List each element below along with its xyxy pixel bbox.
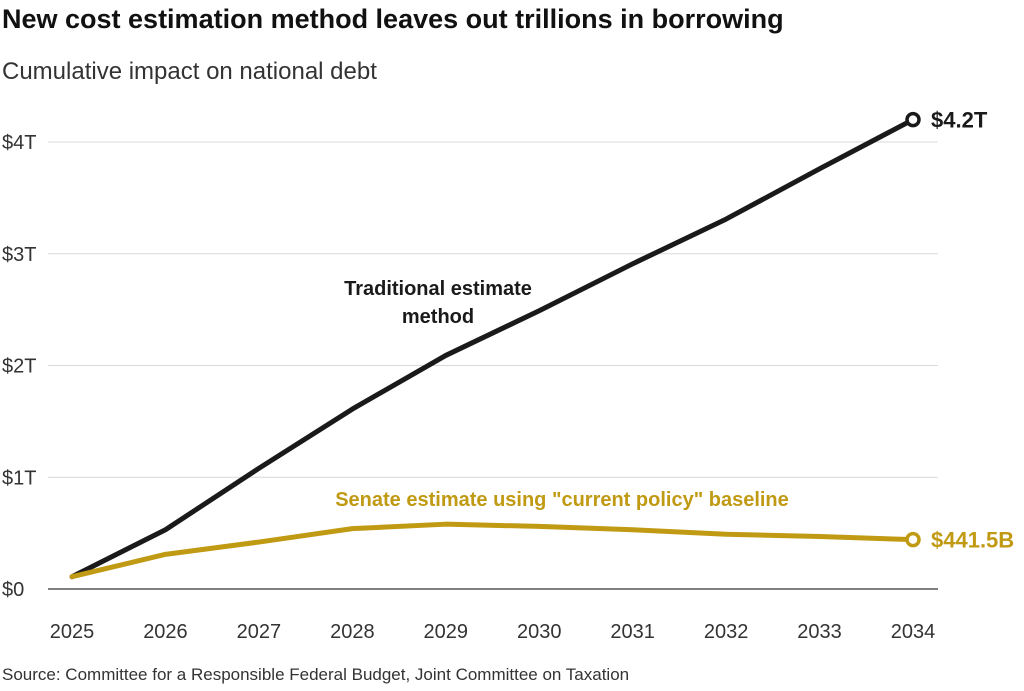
y-tick-label: $4T	[2, 132, 36, 154]
chart-subtitle: Cumulative impact on national debt	[2, 58, 377, 85]
x-axis: 2025 2026 2027 2028 2029 2030 2031 2032 2033 2034	[50, 621, 936, 643]
chart-title: New cost estimation method leaves out tr…	[2, 4, 784, 34]
series-end-marker	[905, 111, 921, 128]
y-tick-label: $1T	[2, 467, 36, 489]
series-labels: $4.2T Traditional estimate method $441.5B Se…	[335, 108, 1014, 553]
x-tick-label: 2031	[610, 621, 655, 643]
y-axis: $0 $1T $2T $3T $4T	[2, 132, 36, 601]
series-end-marker	[905, 531, 921, 548]
y-tick-label: $0	[2, 579, 24, 601]
x-tick-label: 2032	[704, 621, 749, 643]
x-tick-label: 2029	[424, 621, 469, 643]
x-tick-label: 2033	[797, 621, 842, 643]
x-tick-label: 2028	[330, 621, 375, 643]
x-tick-label: 2027	[237, 621, 282, 643]
y-tick-label: $2T	[2, 356, 36, 378]
series-group	[69, 111, 921, 580]
source-note: Source: Committee for a Responsible Fede…	[2, 665, 630, 684]
series-name-label: Senate estimate using "current policy" b…	[335, 489, 789, 511]
series-end-label: $441.5B	[931, 528, 1014, 553]
series-line	[69, 117, 916, 580]
series-name-label: Traditional estimate	[344, 278, 532, 300]
y-tick-label: $3T	[2, 244, 36, 266]
series-line	[69, 521, 916, 580]
series-name-label: method	[402, 306, 474, 328]
series-end-label: $4.2T	[931, 108, 988, 133]
gridlines	[48, 141, 938, 590]
x-tick-label: 2034	[891, 621, 936, 643]
x-tick-label: 2025	[50, 621, 95, 643]
x-tick-label: 2026	[143, 621, 188, 643]
x-tick-label: 2030	[517, 621, 562, 643]
